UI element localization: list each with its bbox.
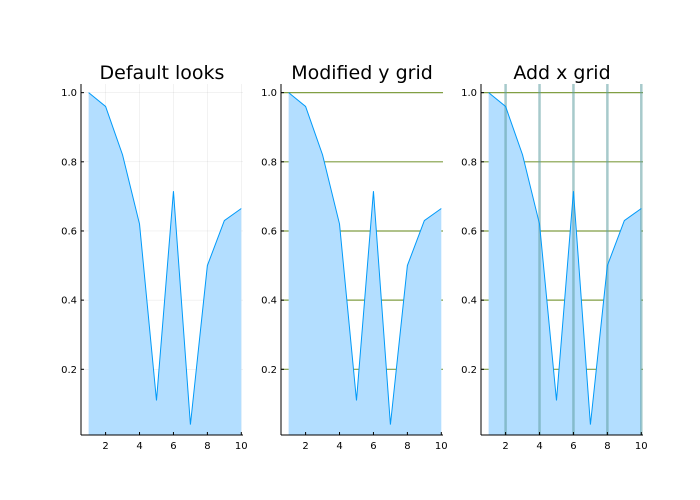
data-point <box>504 105 506 107</box>
x-tick-label: 2 <box>102 441 108 452</box>
data-point <box>423 219 425 221</box>
data-point <box>389 423 391 425</box>
x-tick-label: 10 <box>235 441 248 452</box>
data-point <box>206 264 208 266</box>
y-tick-label: 0.6 <box>261 226 277 237</box>
y-tick-label: 0.4 <box>461 296 477 307</box>
data-point <box>138 223 140 225</box>
data-point <box>640 207 642 209</box>
data-point <box>521 154 523 156</box>
y-tick-label: 1.0 <box>261 88 277 99</box>
data-point <box>321 154 323 156</box>
data-point <box>338 223 340 225</box>
data-point <box>572 190 574 192</box>
series-line <box>488 92 642 425</box>
data-point <box>87 91 89 93</box>
data-point <box>538 223 540 225</box>
series-line <box>88 92 242 425</box>
x-tick-label: 8 <box>404 441 410 452</box>
data-point <box>240 207 242 209</box>
x-tick-label: 10 <box>635 441 648 452</box>
series-line <box>288 92 442 425</box>
data-point <box>623 219 625 221</box>
x-tick-label: 6 <box>170 441 176 452</box>
y-tick-label: 0.6 <box>461 226 477 237</box>
data-point <box>155 399 157 401</box>
x-tick-label: 6 <box>570 441 576 452</box>
y-tick-label: 0.2 <box>461 365 477 376</box>
data-point <box>487 91 489 93</box>
x-tick-label: 4 <box>336 441 342 452</box>
x-tick-label: 10 <box>435 441 448 452</box>
subplot-default-looks: Default looks 0.2 0.4 0.6 0.8 1.0 2 4 6 8 10 <box>61 62 248 452</box>
data-point <box>372 190 374 192</box>
data-point <box>606 264 608 266</box>
subplot-modified-y-grid: Modified y grid 0.2 0.4 0.6 0.8 1.0 2 4 6 8 10 <box>261 62 448 452</box>
y-tick-label: 0.2 <box>261 365 277 376</box>
data-point <box>287 91 289 93</box>
x-tick-label: 2 <box>302 441 308 452</box>
data-point <box>555 399 557 401</box>
data-point <box>172 190 174 192</box>
area-fill <box>288 92 442 435</box>
data-point <box>406 264 408 266</box>
y-tick-label: 0.8 <box>461 157 477 168</box>
y-tick-label: 0.6 <box>61 226 77 237</box>
subplot-title: Add x grid <box>513 62 610 84</box>
y-tick-label: 0.8 <box>61 157 77 168</box>
x-tick-label: 8 <box>204 441 210 452</box>
data-point <box>440 207 442 209</box>
data-point <box>104 105 106 107</box>
data-point <box>189 423 191 425</box>
y-tick-label: 0.4 <box>261 296 277 307</box>
y-tick-label: 1.0 <box>461 88 477 99</box>
data-point <box>304 105 306 107</box>
data-point <box>121 154 123 156</box>
y-tick-label: 1.0 <box>61 88 77 99</box>
x-tick-label: 4 <box>536 441 542 452</box>
x-tick-label: 6 <box>370 441 376 452</box>
y-tick-label: 0.2 <box>61 365 77 376</box>
x-tick-label: 8 <box>604 441 610 452</box>
area-fill <box>88 92 242 435</box>
data-point <box>589 423 591 425</box>
subplot-title: Modified y grid <box>291 62 433 84</box>
y-tick-label: 0.4 <box>61 296 77 307</box>
x-tick-label: 2 <box>502 441 508 452</box>
y-tick-label: 0.8 <box>261 157 277 168</box>
subplot-title: Default looks <box>100 62 225 84</box>
subplot-add-x-grid: Add x grid 0.2 0.4 0.6 0.8 1.0 2 4 6 8 10 <box>461 62 648 452</box>
area-fill <box>488 92 642 435</box>
data-point <box>223 219 225 221</box>
x-tick-label: 4 <box>136 441 142 452</box>
data-point <box>355 399 357 401</box>
